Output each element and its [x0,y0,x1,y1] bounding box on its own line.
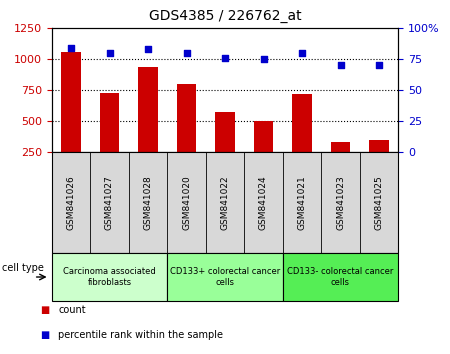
Bar [369,141,389,183]
Point [144,46,152,52]
Bar [216,112,234,183]
Text: ■: ■ [40,330,50,339]
Point [221,55,229,61]
Text: GSM841020: GSM841020 [182,175,191,230]
Bar [139,67,158,183]
Bar [292,94,311,183]
Text: GSM841024: GSM841024 [259,175,268,230]
Bar [61,52,81,183]
Bar [331,142,350,183]
Point [183,50,190,56]
Point [260,57,267,62]
Text: GDS4385 / 226762_at: GDS4385 / 226762_at [148,9,302,23]
Text: CD133- colorectal cancer
cells: CD133- colorectal cancer cells [287,267,394,287]
Bar [254,121,273,183]
Text: CD133+ colorectal cancer
cells: CD133+ colorectal cancer cells [170,267,280,287]
Bar [100,93,119,183]
Point [68,45,75,51]
Text: GSM841022: GSM841022 [220,175,230,230]
Text: GSM841028: GSM841028 [144,175,153,230]
Text: GSM841027: GSM841027 [105,175,114,230]
Text: GSM841026: GSM841026 [67,175,76,230]
Text: ■: ■ [40,305,50,315]
Text: GSM841023: GSM841023 [336,175,345,230]
Bar [177,84,196,183]
Text: GSM841025: GSM841025 [374,175,383,230]
Text: percentile rank within the sample: percentile rank within the sample [58,330,224,339]
Point [375,63,382,68]
Point [337,63,344,68]
Text: GSM841021: GSM841021 [297,175,306,230]
Point [298,50,306,56]
Text: cell type: cell type [2,263,44,273]
Text: Carcinoma associated
fibroblasts: Carcinoma associated fibroblasts [63,267,156,287]
Point [106,50,113,56]
Text: count: count [58,305,86,315]
